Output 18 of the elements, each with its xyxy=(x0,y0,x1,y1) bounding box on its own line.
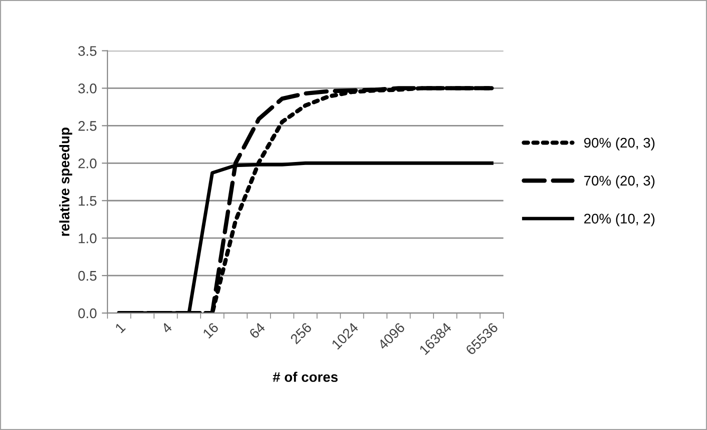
legend-label: 70% (20, 3) xyxy=(584,175,654,188)
x-tick-label: 256 xyxy=(290,322,312,344)
legend-label: 20% (10, 2) xyxy=(584,213,654,226)
x-tick-label: 64 xyxy=(248,322,266,340)
x-tick-label: 16 xyxy=(202,322,220,339)
y-tick-label: 3.0 xyxy=(78,84,97,94)
y-tick-label: 1.5 xyxy=(78,196,96,206)
y-tick-label: 3.5 xyxy=(78,46,96,56)
x-axis-title: # of cores xyxy=(272,372,338,382)
y-axis-title: relative speedup xyxy=(59,128,72,236)
y-tick-label: 2.5 xyxy=(78,121,96,131)
y-tick-label: 1.0 xyxy=(78,233,97,244)
y-tick-label: 0.5 xyxy=(78,270,96,281)
x-tick-label: 4 xyxy=(160,322,173,334)
y-tick-label: 2.0 xyxy=(78,158,97,168)
x-tick-label: 1 xyxy=(114,322,126,334)
legend-label: 90% (20, 3) xyxy=(584,137,654,150)
y-tick-label: 0.0 xyxy=(78,308,97,318)
